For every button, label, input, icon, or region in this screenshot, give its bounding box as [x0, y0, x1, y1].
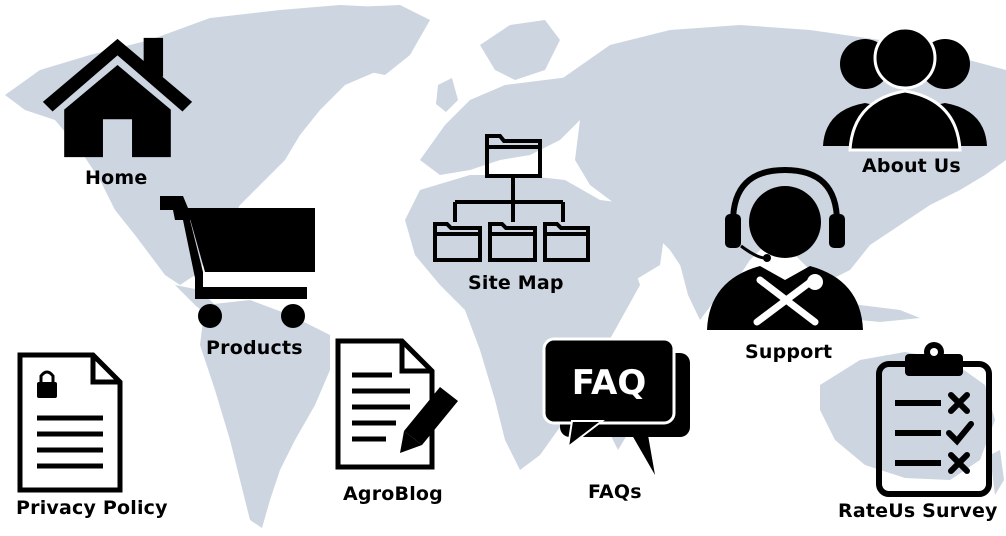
nav-home[interactable]: Home	[30, 30, 205, 195]
people-icon	[823, 28, 987, 152]
locked-document-icon	[17, 352, 123, 493]
nav-products[interactable]: Products	[150, 192, 325, 362]
nav-faqs-label: FAQs	[588, 481, 642, 503]
house-icon	[42, 37, 193, 158]
faq-bubble-icon: FAQ	[542, 337, 690, 475]
nav-site-map[interactable]: Site Map	[425, 130, 600, 300]
nav-about-us[interactable]: About Us	[815, 28, 995, 188]
nav-about-us-label: About Us	[862, 155, 961, 177]
nav-support-label: Support	[745, 341, 833, 363]
nav-rateus-survey[interactable]: RateUs Survey	[835, 338, 1000, 528]
nav-privacy-policy[interactable]: Privacy Policy	[10, 345, 170, 525]
nav-agroblog[interactable]: AgroBlog	[330, 335, 480, 515]
document-pencil-icon	[335, 338, 458, 470]
nav-support[interactable]: Support	[700, 160, 875, 370]
nav-rateus-survey-label: RateUs Survey	[838, 500, 998, 522]
clipboard-checklist-icon	[876, 342, 992, 497]
nav-agroblog-label: AgroBlog	[343, 483, 443, 505]
faq-badge-text: FAQ	[572, 363, 647, 403]
nav-site-map-label: Site Map	[468, 272, 564, 294]
nav-privacy-policy-label: Privacy Policy	[16, 497, 168, 519]
nav-products-label: Products	[206, 337, 303, 359]
nav-faqs[interactable]: FAQ FAQs	[540, 335, 700, 507]
nav-home-label: Home	[85, 167, 148, 189]
headset-support-icon	[707, 166, 863, 330]
folder-tree-icon	[433, 134, 590, 262]
shopping-cart-icon	[160, 196, 315, 328]
